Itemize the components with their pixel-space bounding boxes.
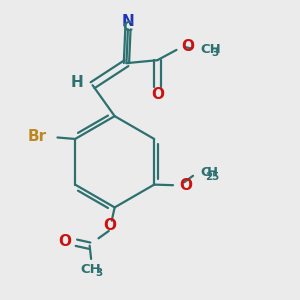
Text: O: O	[151, 87, 164, 102]
Text: 3: 3	[211, 48, 218, 59]
Text: O: O	[179, 178, 192, 193]
Text: C: C	[200, 166, 210, 179]
Text: Br: Br	[28, 129, 46, 144]
Text: 3: 3	[96, 268, 103, 278]
Text: 5: 5	[211, 172, 219, 182]
Text: CH: CH	[80, 263, 101, 276]
Text: H: H	[70, 75, 83, 90]
Text: N: N	[122, 14, 134, 28]
Text: O: O	[103, 218, 116, 233]
Text: O: O	[59, 234, 72, 249]
Text: C: C	[122, 20, 133, 34]
Text: 2: 2	[205, 172, 212, 182]
Text: O: O	[181, 39, 194, 54]
Text: CH: CH	[200, 43, 221, 56]
Text: H: H	[207, 166, 218, 179]
